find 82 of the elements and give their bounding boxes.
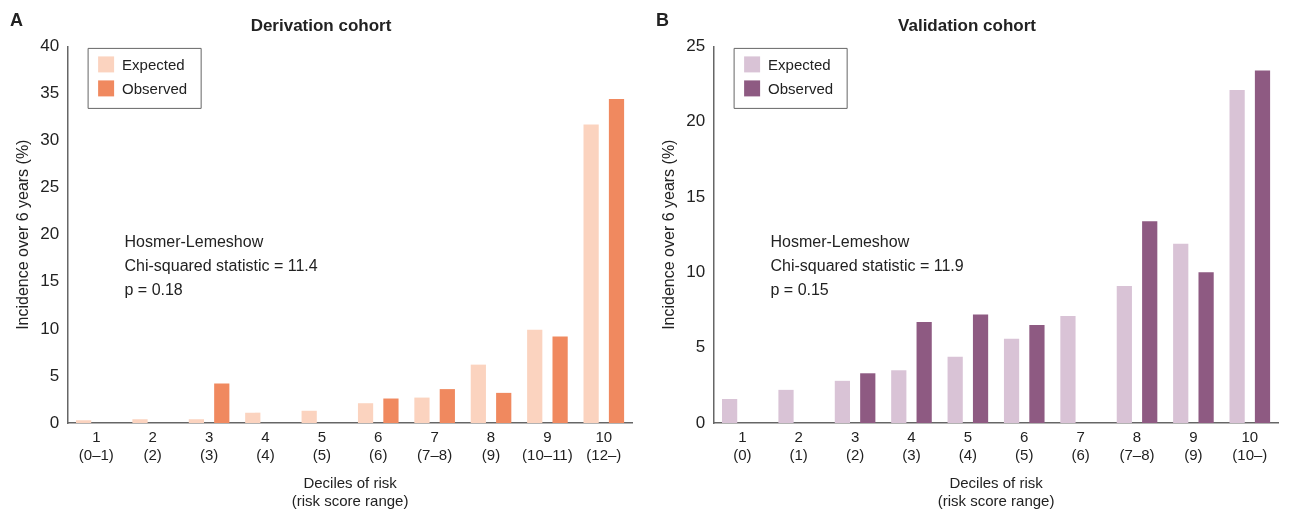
chart-title: Derivation cohort — [250, 15, 392, 35]
bar — [132, 419, 148, 423]
bar — [470, 364, 486, 423]
y-axis-title: Incidence over 6 years (%) — [660, 139, 678, 330]
x-tick-label: 3 (3) — [199, 428, 219, 464]
bar — [357, 403, 374, 423]
bar — [1116, 285, 1132, 423]
bar — [972, 314, 989, 423]
bar — [1229, 90, 1245, 423]
bar — [1029, 325, 1045, 423]
bar — [916, 322, 932, 423]
x-tick-label: 4 (4) — [256, 428, 275, 464]
bar — [947, 356, 963, 423]
bar — [1142, 221, 1158, 423]
legend-label: Observed — [122, 79, 188, 97]
y-tick-label: 20 — [686, 111, 706, 131]
bar — [1003, 338, 1020, 423]
y-tick-label: 10 — [686, 262, 706, 282]
x-tick-label: 10 (12–) — [586, 428, 622, 464]
y-tick-label: 5 — [49, 365, 60, 385]
bar — [414, 397, 430, 423]
y-tick-label: 25 — [40, 177, 60, 197]
x-tick-label: 10 (10–) — [1232, 428, 1268, 464]
bar — [188, 419, 205, 423]
y-tick-label: 35 — [40, 83, 60, 103]
bar — [1060, 316, 1076, 423]
y-tick-label: 25 — [686, 36, 706, 56]
bar — [860, 373, 876, 423]
bar — [608, 99, 625, 423]
chart-title: Validation cohort — [898, 15, 1037, 35]
y-tick-label: 0 — [695, 412, 706, 432]
x-tick-label: 1 (0) — [733, 428, 752, 464]
x-tick-label: 8 (9) — [481, 428, 501, 464]
text: B — [656, 9, 669, 30]
legend-label: Expected — [122, 55, 185, 73]
bar — [834, 380, 851, 423]
y-tick-label: 10 — [40, 318, 60, 338]
x-tick-label: 1 (0–1) — [78, 428, 114, 464]
x-tick-label: 4 (3) — [902, 428, 921, 464]
y-tick-label: 30 — [40, 130, 60, 150]
bar — [214, 383, 230, 423]
legend-label: Observed — [768, 79, 834, 97]
x-tick-label: 8 (7–8) — [1119, 428, 1155, 464]
bar — [301, 410, 317, 423]
y-tick-label: 0 — [49, 412, 60, 432]
bar — [583, 124, 599, 423]
y-axis-title: Incidence over 6 years (%) — [14, 139, 32, 330]
y-tick-label: 15 — [686, 186, 706, 206]
x-tick-label: 5 (5) — [312, 428, 332, 464]
bar — [439, 389, 455, 423]
y-tick-label: 40 — [40, 36, 60, 56]
y-tick-label: 20 — [40, 224, 60, 244]
x-axis-title: Deciles of risk (risk score range) — [937, 474, 1055, 510]
annotation: Hosmer-Lemeshow Chi-squared statistic = 11.9 p = 0.15 — [770, 233, 964, 299]
x-tick-label: 2 (1) — [789, 428, 808, 464]
text: A — [10, 9, 23, 30]
y-tick-label: 5 — [695, 337, 706, 357]
legend-label: Expected — [768, 55, 831, 73]
bar — [1198, 272, 1214, 423]
x-tick-label: 2 (2) — [143, 428, 162, 464]
annotation: Hosmer-Lemeshow Chi-squared statistic = 11.4 p = 0.18 — [124, 233, 318, 299]
bar — [496, 392, 512, 423]
bar — [527, 329, 543, 423]
bar — [552, 336, 568, 423]
x-tick-label: 6 (5) — [1015, 428, 1034, 464]
bar — [76, 420, 92, 423]
bar — [1254, 70, 1271, 423]
x-tick-label: 7 (7–8) — [417, 428, 453, 464]
x-axis-title: Deciles of risk (risk score range) — [291, 474, 409, 510]
x-tick-label: 9 (9) — [1184, 428, 1203, 464]
bar — [1173, 243, 1189, 423]
x-tick-label: 7 (6) — [1071, 428, 1090, 464]
x-tick-label: 6 (6) — [369, 428, 388, 464]
x-tick-label: 9 (10–11) — [522, 428, 573, 464]
bar — [778, 389, 794, 423]
x-tick-label: 5 (4) — [958, 428, 978, 464]
bar — [383, 398, 399, 423]
bar — [245, 412, 261, 423]
x-tick-label: 3 (2) — [845, 428, 865, 464]
bar — [722, 398, 738, 423]
y-tick-label: 15 — [40, 271, 60, 291]
bar — [891, 370, 907, 423]
